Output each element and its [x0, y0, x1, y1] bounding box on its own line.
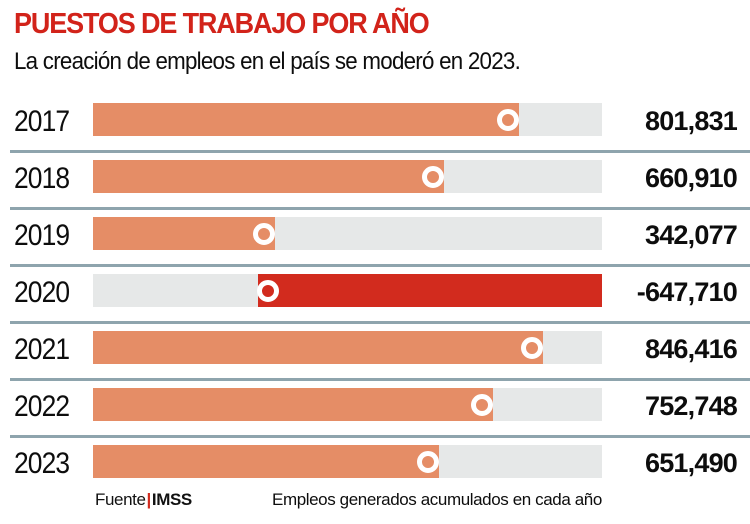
bar-track [93, 217, 602, 250]
bar-row-2019: 2019 342,077 [0, 210, 750, 267]
bar-row-2020: 2020 -647,710 [0, 267, 750, 324]
bar-endpoint-ring-icon [417, 450, 440, 473]
bar-fill-positive [93, 445, 440, 478]
bar-track [93, 103, 602, 136]
bar-row-2017: 2017 801,831 [0, 96, 750, 153]
bar-track [93, 445, 602, 478]
year-label: 2022 [14, 390, 70, 423]
row-separator [10, 207, 750, 210]
bar-fill-positive [93, 217, 275, 250]
bar-row-2021: 2021 846,416 [0, 324, 750, 381]
chart-footer: Fuente|IMSS Empleos generados acumulados… [0, 488, 750, 516]
value-label: 660,910 [645, 163, 738, 193]
bar-row-2023: 2023 651,490 [0, 438, 750, 495]
year-label: 2018 [14, 162, 70, 195]
row-separator [10, 378, 750, 381]
bar-endpoint-ring-icon [252, 222, 275, 245]
bar-endpoint-ring-icon [520, 336, 543, 359]
value-label: 846,416 [645, 334, 738, 364]
row-separator [10, 264, 750, 267]
bar-endpoint-ring-icon [497, 108, 520, 131]
value-label: 801,831 [645, 106, 738, 136]
bar-endpoint-ring-icon [422, 165, 445, 188]
row-separator [10, 150, 750, 153]
chart-title: PUESTOS DE TRABAJO POR AÑO [14, 8, 430, 40]
bar-track [93, 274, 602, 307]
bar-endpoint-ring-icon [256, 279, 279, 302]
bar-fill-positive [93, 160, 445, 193]
bar-track [93, 388, 602, 421]
source-agency: IMSS [151, 490, 192, 509]
row-separator [10, 435, 750, 438]
value-label: 342,077 [645, 220, 738, 250]
year-label: 2020 [14, 276, 70, 309]
bar-row-2018: 2018 660,910 [0, 153, 750, 210]
bar-fill-positive [93, 331, 543, 364]
bar-fill-positive [93, 103, 520, 136]
bar-fill-negative [256, 274, 602, 307]
bar-track [93, 160, 602, 193]
chart-note: Empleos generados acumulados en cada año [272, 490, 602, 509]
bar-endpoint-ring-icon [470, 393, 493, 416]
row-separator [10, 321, 750, 324]
chart-subtitle: La creación de empleos en el país se mod… [14, 48, 521, 75]
bar-fill-positive [93, 388, 493, 421]
year-label: 2021 [14, 333, 70, 366]
bar-chart: 2017 801,831 2018 660,910 2019 342,077 2020 -64… [0, 96, 750, 495]
source-line: Fuente|IMSS [95, 490, 192, 510]
source-label: Fuente [95, 490, 146, 509]
bar-track [93, 331, 602, 364]
source-divider: | [146, 490, 152, 509]
value-label: -647,710 [636, 277, 738, 307]
year-label: 2023 [14, 447, 70, 480]
value-label: 752,748 [645, 391, 738, 421]
year-label: 2019 [14, 219, 70, 252]
year-label: 2017 [14, 105, 70, 138]
value-label: 651,490 [645, 448, 738, 478]
bar-row-2022: 2022 752,748 [0, 381, 750, 438]
